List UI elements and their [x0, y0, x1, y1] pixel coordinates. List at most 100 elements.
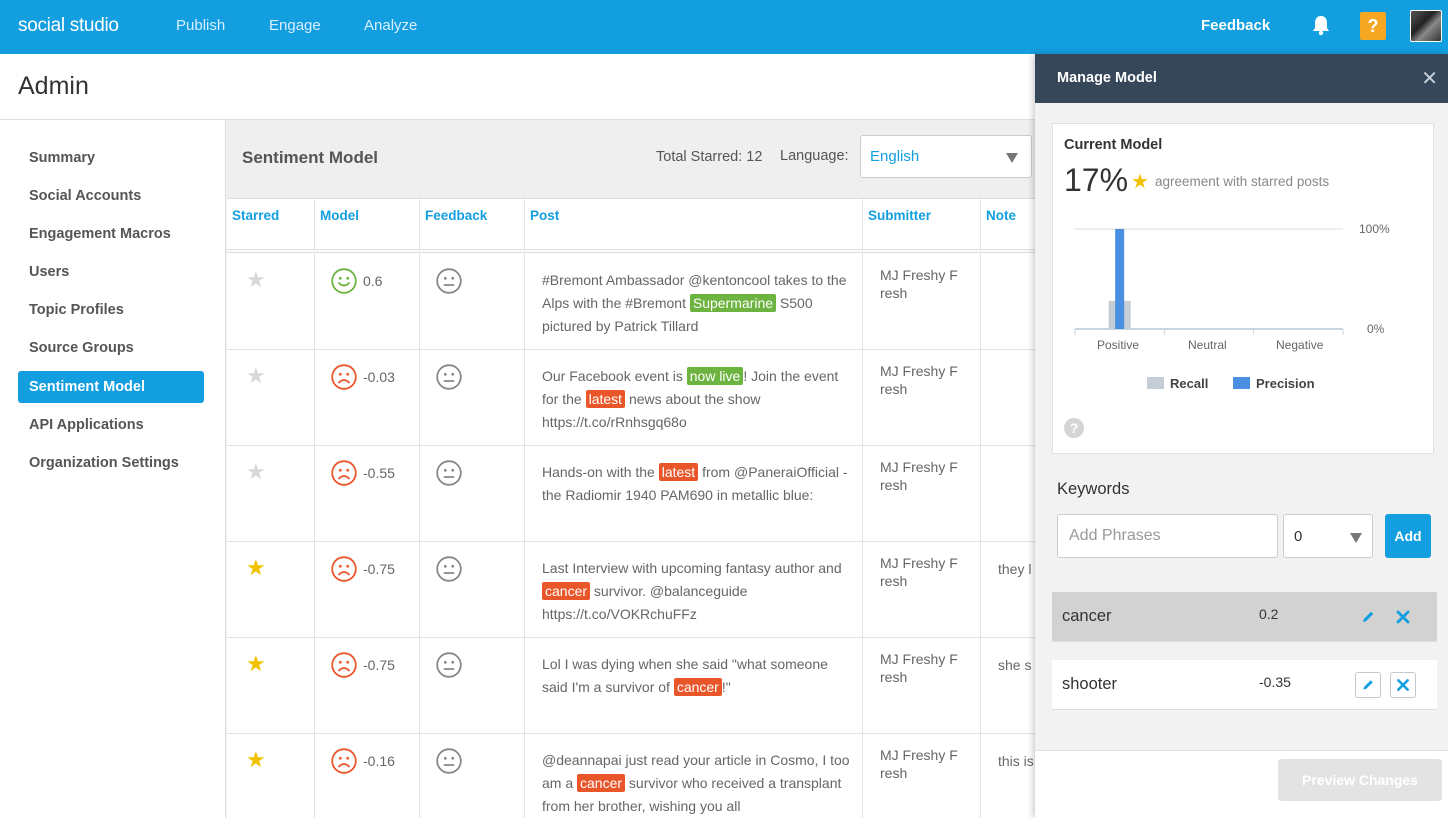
neutral-face-icon[interactable]	[436, 748, 462, 774]
neutral-face-icon[interactable]	[436, 364, 462, 390]
column-header-post[interactable]: Post	[530, 208, 560, 223]
column-header-feedback[interactable]: Feedback	[425, 208, 488, 223]
column-divider	[524, 199, 525, 818]
submitter-name: MJ Freshy F resh	[880, 267, 958, 301]
sad-face-icon	[331, 748, 357, 774]
column-header-model[interactable]: Model	[320, 208, 359, 223]
post-text-segment: news about the show https://t.co/rRnhsgq…	[542, 391, 761, 430]
agreement-percent: 17%	[1064, 162, 1129, 198]
table-row[interactable]: ★ -0.55 Hands-on with the latest from @Pan…	[227, 446, 1035, 542]
table-row[interactable]: ★ -0.75 Lol I was dying when she said "wha…	[227, 638, 1035, 734]
x-tick-label: Negative	[1276, 338, 1324, 352]
sidebar-item-users[interactable]: Users	[29, 264, 70, 280]
close-icon[interactable]	[1390, 672, 1416, 698]
current-model-card: Current Model 17% ★ agreement with starr…	[1052, 123, 1434, 454]
panel-title: Manage Model	[1057, 70, 1157, 86]
table-row[interactable]: ★ 0.6 #Bremont Ambassador @kentoncool take…	[227, 254, 1035, 350]
page-title: Admin	[18, 72, 89, 100]
content-header: Sentiment Model Total Starred: 12 Langua…	[227, 120, 1035, 199]
preview-changes-button[interactable]: Preview Changes	[1278, 759, 1442, 801]
neutral-face-icon[interactable]	[436, 268, 462, 294]
submitter-name: MJ Freshy F resh	[880, 651, 958, 685]
post-text: Our Facebook event is now live! Join the…	[542, 365, 852, 434]
manage-model-panel: Manage Model ✕ Current Model 17% ★ agree…	[1035, 54, 1448, 818]
post-text-segment: !"	[721, 679, 731, 695]
column-divider	[314, 199, 315, 818]
nav-engage[interactable]: Engage	[269, 17, 321, 34]
sidebar-item-social-accounts[interactable]: Social Accounts	[29, 188, 142, 204]
model-score: -0.75	[363, 561, 395, 577]
x-tick-label: Neutral	[1188, 338, 1227, 352]
legend-item-recall: Recall	[1147, 376, 1208, 391]
header-divider	[227, 249, 1035, 253]
close-icon[interactable]	[1390, 604, 1416, 630]
submitter-name: MJ Freshy F resh	[880, 363, 958, 397]
sidebar-item-api-applications[interactable]: API Applications	[29, 417, 144, 433]
bell-icon[interactable]	[1311, 14, 1331, 36]
table-row[interactable]: ★ -0.03 Our Facebook event is now live! Jo…	[227, 350, 1035, 446]
keyword-score: 0.2	[1259, 606, 1279, 622]
positive-keyword-highlight: Supermarine	[689, 294, 777, 312]
star-icon[interactable]: ★	[246, 555, 266, 580]
admin-header: Admin	[0, 54, 1035, 120]
column-header-note[interactable]: Note	[986, 208, 1016, 223]
keyword-score-select[interactable]: 0	[1283, 514, 1373, 558]
table-row[interactable]: ★ -0.16 @deannapai just read your article …	[227, 734, 1035, 818]
neutral-face-icon[interactable]	[436, 460, 462, 486]
feedback-link[interactable]: Feedback	[1201, 17, 1271, 34]
note-text: this is	[998, 753, 1034, 769]
bar-precision-positive	[1115, 229, 1125, 329]
sidebar-item-source-groups[interactable]: Source Groups	[29, 340, 134, 356]
table-row[interactable]: ★ -0.75 Last Interview with upcoming fanta…	[227, 542, 1035, 638]
nav-analyze[interactable]: Analyze	[364, 17, 418, 34]
pencil-icon[interactable]	[1355, 604, 1381, 630]
sidebar-item-sentiment-model[interactable]: Sentiment Model	[18, 371, 204, 403]
avatar[interactable]	[1410, 10, 1442, 42]
post-text-segment: survivor who received a transplant from …	[542, 775, 842, 814]
help-button[interactable]: ?	[1360, 12, 1386, 40]
column-header-starred[interactable]: Starred	[232, 208, 280, 223]
sad-face-icon	[331, 364, 357, 390]
model-score: -0.75	[363, 657, 395, 673]
add-keyword-button[interactable]: Add	[1385, 514, 1431, 558]
happy-face-icon	[331, 268, 357, 294]
star-icon[interactable]: ★	[246, 459, 266, 484]
nav-publish[interactable]: Publish	[176, 17, 226, 34]
model-score: -0.16	[363, 753, 395, 769]
sidebar-item-topic-profiles[interactable]: Topic Profiles	[29, 302, 124, 318]
keyword-row[interactable]: cancer 0.2	[1052, 592, 1437, 642]
note-text: they l	[998, 561, 1032, 577]
language-select[interactable]: English	[860, 135, 1032, 178]
post-text-segment: Hands-on with the	[542, 464, 659, 480]
sidebar-item-organization-settings[interactable]: Organization Settings	[29, 455, 179, 471]
sidebar-item-engagement-macros[interactable]: Engagement Macros	[29, 226, 171, 242]
star-icon: ★	[1131, 171, 1149, 193]
app-logo[interactable]: social studio	[18, 15, 119, 36]
star-icon[interactable]: ★	[246, 363, 266, 388]
add-phrases-input[interactable]	[1057, 514, 1278, 558]
keyword-row[interactable]: shooter -0.35	[1052, 660, 1437, 710]
close-icon[interactable]: ✕	[1421, 68, 1438, 90]
pencil-icon[interactable]	[1355, 672, 1381, 698]
star-icon[interactable]: ★	[246, 651, 266, 676]
post-text-segment: Lol I was dying when she said "what some…	[542, 656, 828, 695]
post-text: Last Interview with upcoming fantasy aut…	[542, 557, 852, 626]
negative-keyword-highlight: cancer	[577, 774, 626, 792]
x-tick-label: Positive	[1097, 338, 1140, 352]
help-icon[interactable]: ?	[1064, 418, 1084, 438]
star-icon[interactable]: ★	[246, 267, 266, 292]
star-icon[interactable]: ★	[246, 747, 266, 772]
neutral-face-icon[interactable]	[436, 652, 462, 678]
current-model-label: Current Model	[1064, 137, 1163, 153]
post-text: #Bremont Ambassador @kentoncool takes to…	[542, 269, 852, 338]
column-header-submitter[interactable]: Submitter	[868, 208, 932, 223]
section-title: Sentiment Model	[242, 148, 379, 167]
language-label: Language:	[780, 148, 849, 164]
sidebar-item-summary[interactable]: Summary	[29, 150, 96, 166]
neutral-face-icon[interactable]	[436, 556, 462, 582]
total-starred: Total Starred: 12	[656, 149, 763, 165]
post-text-segment: survivor. @balanceguide https://t.co/VOK…	[542, 583, 748, 622]
sad-face-icon	[331, 652, 357, 678]
keyword-text: cancer	[1062, 607, 1112, 625]
post-text-segment: from @PaneraiOfficial - the Radiomir 194…	[542, 464, 848, 503]
